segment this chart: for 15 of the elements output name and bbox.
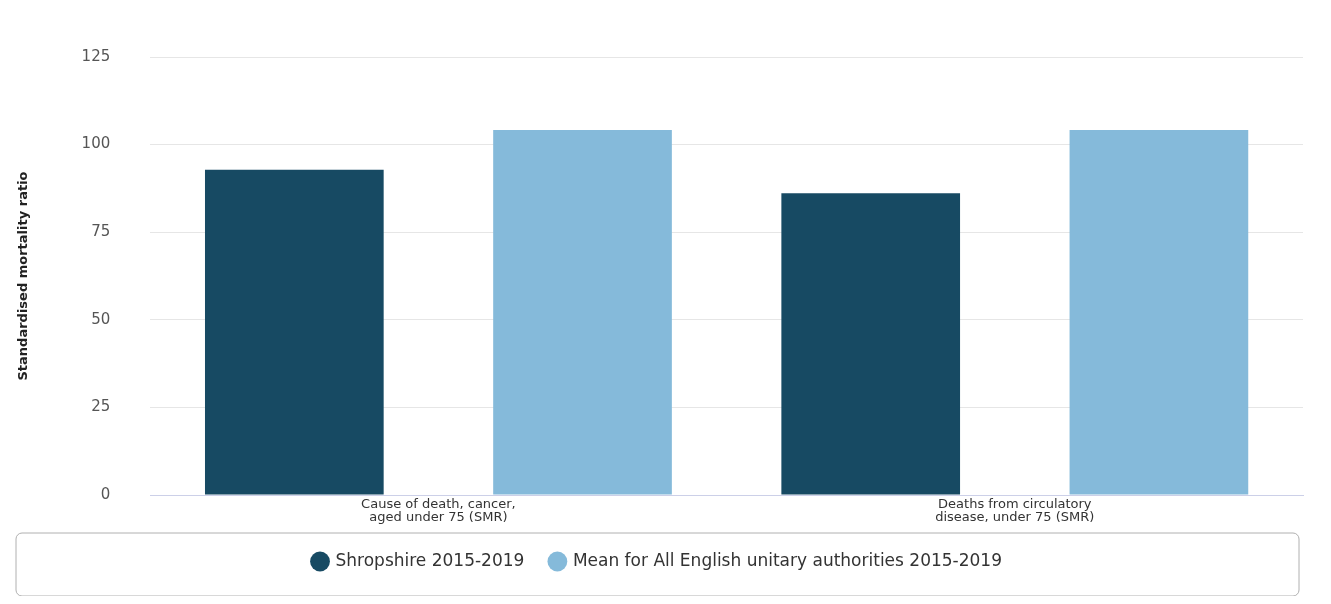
y-tick-label: 25 bbox=[91, 397, 111, 416]
y-axis-title: Standardised mortality ratio bbox=[15, 171, 31, 381]
y-tick-label: 50 bbox=[91, 309, 111, 328]
bar bbox=[781, 193, 961, 495]
legend-label: Mean for All English unitary authorities 2015-2019 bbox=[572, 549, 1002, 570]
x-tick-label: Cause of death, cancer, aged under 75 (SMR) bbox=[361, 495, 516, 524]
legend-label: Shropshire 2015-2019 bbox=[335, 549, 525, 570]
y-tick-label: 100 bbox=[81, 134, 111, 153]
bar bbox=[493, 129, 672, 495]
bar bbox=[204, 169, 384, 495]
y-tick-label: 0 bbox=[100, 484, 111, 503]
bar bbox=[1069, 129, 1249, 495]
y-tick-label: 75 bbox=[91, 222, 111, 241]
x-tick-label: Deaths from circulatory disease, under 75 (SMR) bbox=[935, 495, 1095, 524]
y-tick-label: 125 bbox=[81, 46, 111, 65]
